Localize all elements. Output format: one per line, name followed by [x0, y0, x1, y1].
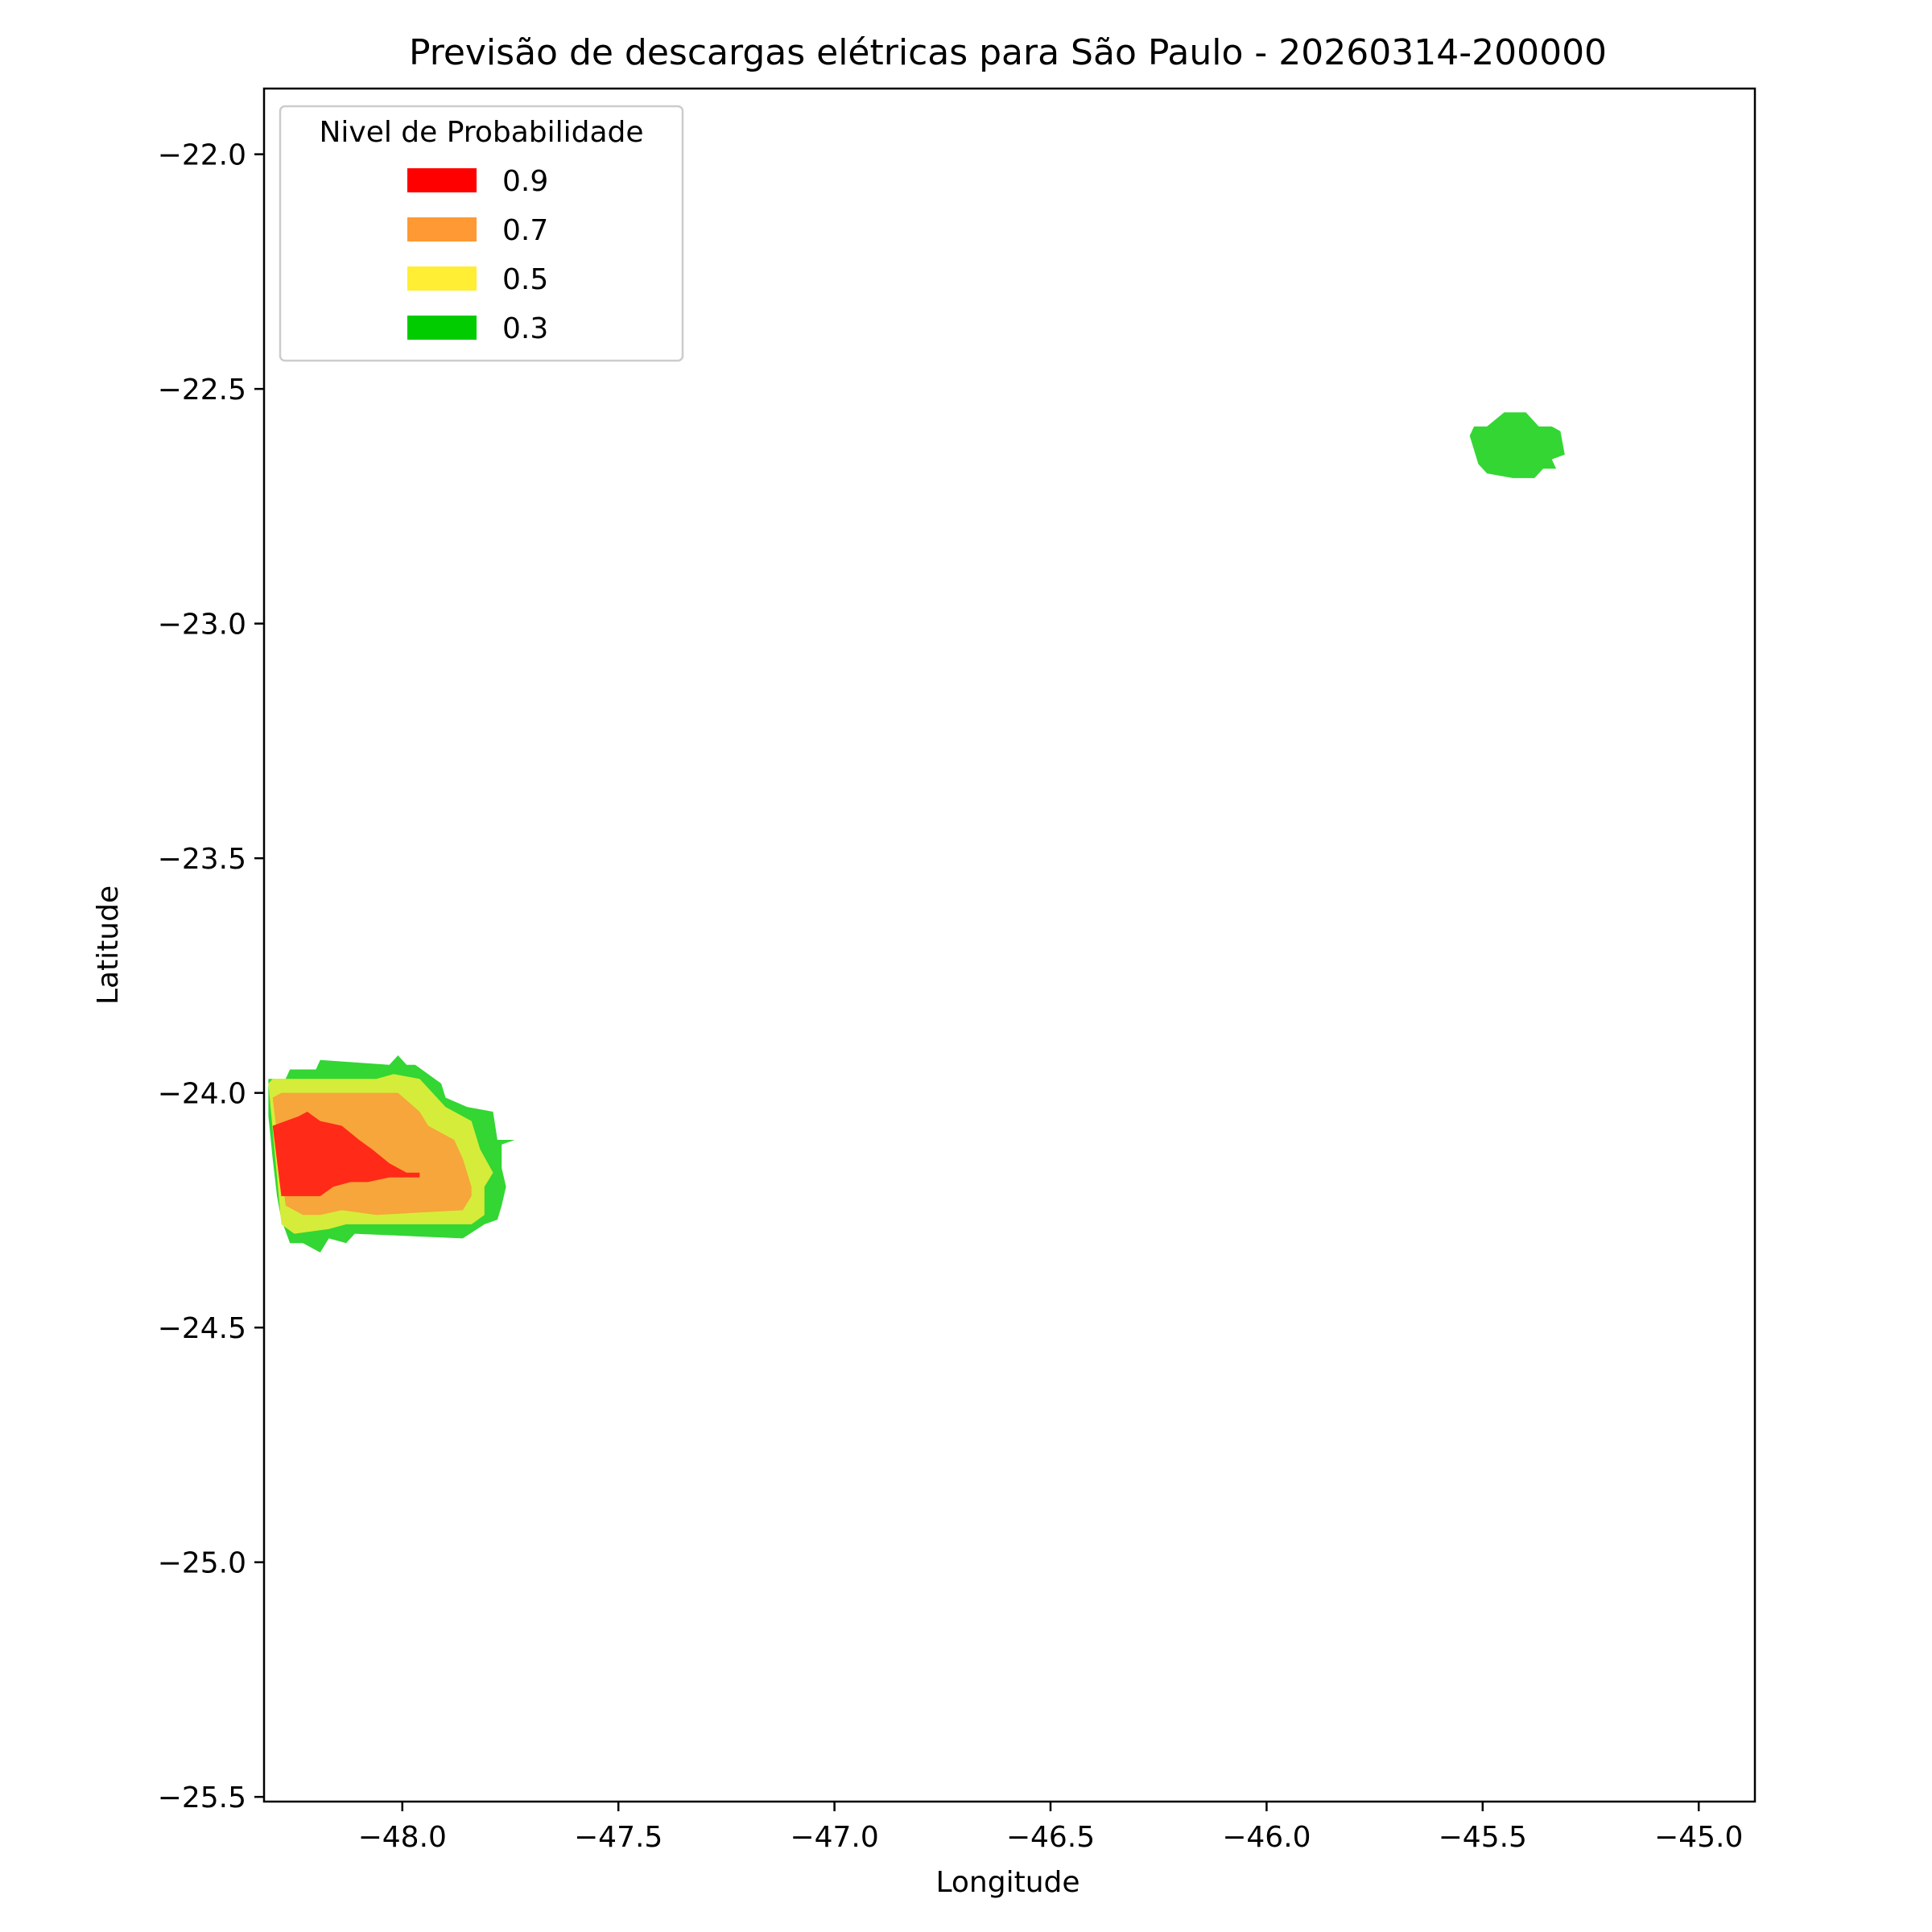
x-axis-label: Longitude	[935, 1866, 1080, 1899]
contour-level-0-9-region-1	[272, 1112, 420, 1196]
y-tick-label: −22.0	[158, 139, 246, 172]
y-tick-label: −24.5	[158, 1312, 246, 1345]
x-tick-label: −48.0	[358, 1821, 447, 1854]
contour-layer	[268, 412, 1565, 1253]
legend-box	[279, 105, 684, 362]
legend-swatch	[407, 168, 477, 192]
legend-label: 0.9	[502, 165, 548, 198]
contour-level-0-3-region-2	[1469, 412, 1565, 478]
plot-frame	[262, 87, 1757, 1803]
x-tick-label: −47.5	[574, 1821, 663, 1854]
x-tick-label: −46.0	[1222, 1821, 1311, 1854]
y-axis: −22.0 −22.5 −23.0 −23.5 −24.0 −24.5 −25.0 −25.5	[158, 139, 264, 1814]
y-axis-label: Latitude	[92, 886, 125, 1005]
legend-label: 0.5	[502, 263, 548, 296]
x-tick-label: −45.5	[1439, 1821, 1527, 1854]
y-tick-label: −24.0	[158, 1078, 246, 1111]
y-tick-label: −23.0	[158, 609, 246, 642]
x-tick-label: −45.0	[1654, 1821, 1743, 1854]
legend-swatch	[407, 316, 477, 340]
legend: Nivel de Probabilidade 0.9 0.7 0.5 0.3	[279, 105, 684, 362]
y-tick-label: −22.5	[158, 374, 246, 407]
y-tick-label: −25.0	[158, 1547, 246, 1580]
legend-title: Nivel de Probabilidade	[319, 116, 643, 149]
y-tick-label: −25.5	[158, 1781, 246, 1814]
x-axis: −48.0 −47.5 −47.0 −46.5 −46.0 −45.5 −45.0	[358, 1802, 1743, 1854]
legend-label: 0.3	[502, 312, 548, 345]
legend-label: 0.7	[502, 214, 548, 247]
chart-title: Previsão de descargas elétricas para São…	[409, 32, 1607, 73]
legend-swatch	[407, 217, 477, 242]
legend-swatch	[407, 266, 477, 291]
x-tick-label: −47.0	[790, 1821, 878, 1854]
x-tick-label: −46.5	[1006, 1821, 1095, 1854]
y-tick-label: −23.5	[158, 843, 246, 876]
legend-entries: 0.9 0.7 0.5 0.3	[407, 165, 548, 345]
